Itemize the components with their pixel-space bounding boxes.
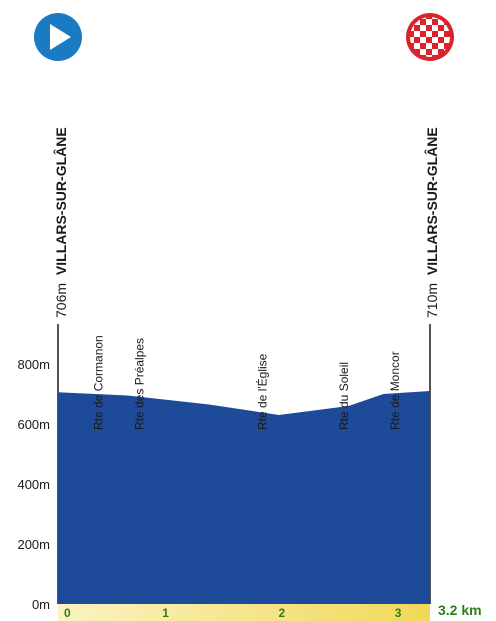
x-tick-label: 3	[395, 606, 402, 620]
street-labels: Rte de Cormanon Rte des Préalpes Rte de l'…	[92, 335, 402, 430]
x-tick-label: 2	[279, 606, 286, 620]
x-tick-label: 0	[64, 606, 71, 620]
finish-checkered-flag-icon	[406, 13, 454, 61]
distance-axis-band	[58, 604, 430, 621]
start-label: 706m VILLARS-SUR-GLÂNE	[52, 127, 69, 318]
distance-axis: 0 1 2 3	[64, 606, 402, 620]
street-label: Rte de Moncor	[388, 351, 402, 430]
street-label: Rte du Soleil	[337, 362, 351, 430]
street-label: Rte des Préalpes	[132, 338, 146, 430]
y-tick-label: 400m	[17, 477, 50, 492]
y-tick-label: 800m	[17, 357, 50, 372]
elevation-profile-area	[58, 391, 430, 604]
elevation-axis: 0m 200m 400m 600m 800m	[17, 357, 50, 612]
y-tick-label: 0m	[32, 597, 50, 612]
finish-elevation: 710m	[424, 283, 440, 318]
start-elevation: 706m	[53, 283, 69, 318]
total-distance-label: 3.2 km	[438, 602, 482, 618]
finish-label: 710m VILLARS-SUR-GLÂNE	[423, 127, 440, 318]
street-label: Rte de Cormanon	[92, 335, 106, 430]
finish-name: VILLARS-SUR-GLÂNE	[423, 127, 440, 275]
y-tick-label: 200m	[17, 537, 50, 552]
x-tick-label: 1	[162, 606, 169, 620]
start-play-icon	[34, 13, 82, 61]
street-label: Rte de l'Église	[255, 353, 270, 430]
start-name: VILLARS-SUR-GLÂNE	[52, 127, 69, 275]
y-tick-label: 600m	[17, 417, 50, 432]
